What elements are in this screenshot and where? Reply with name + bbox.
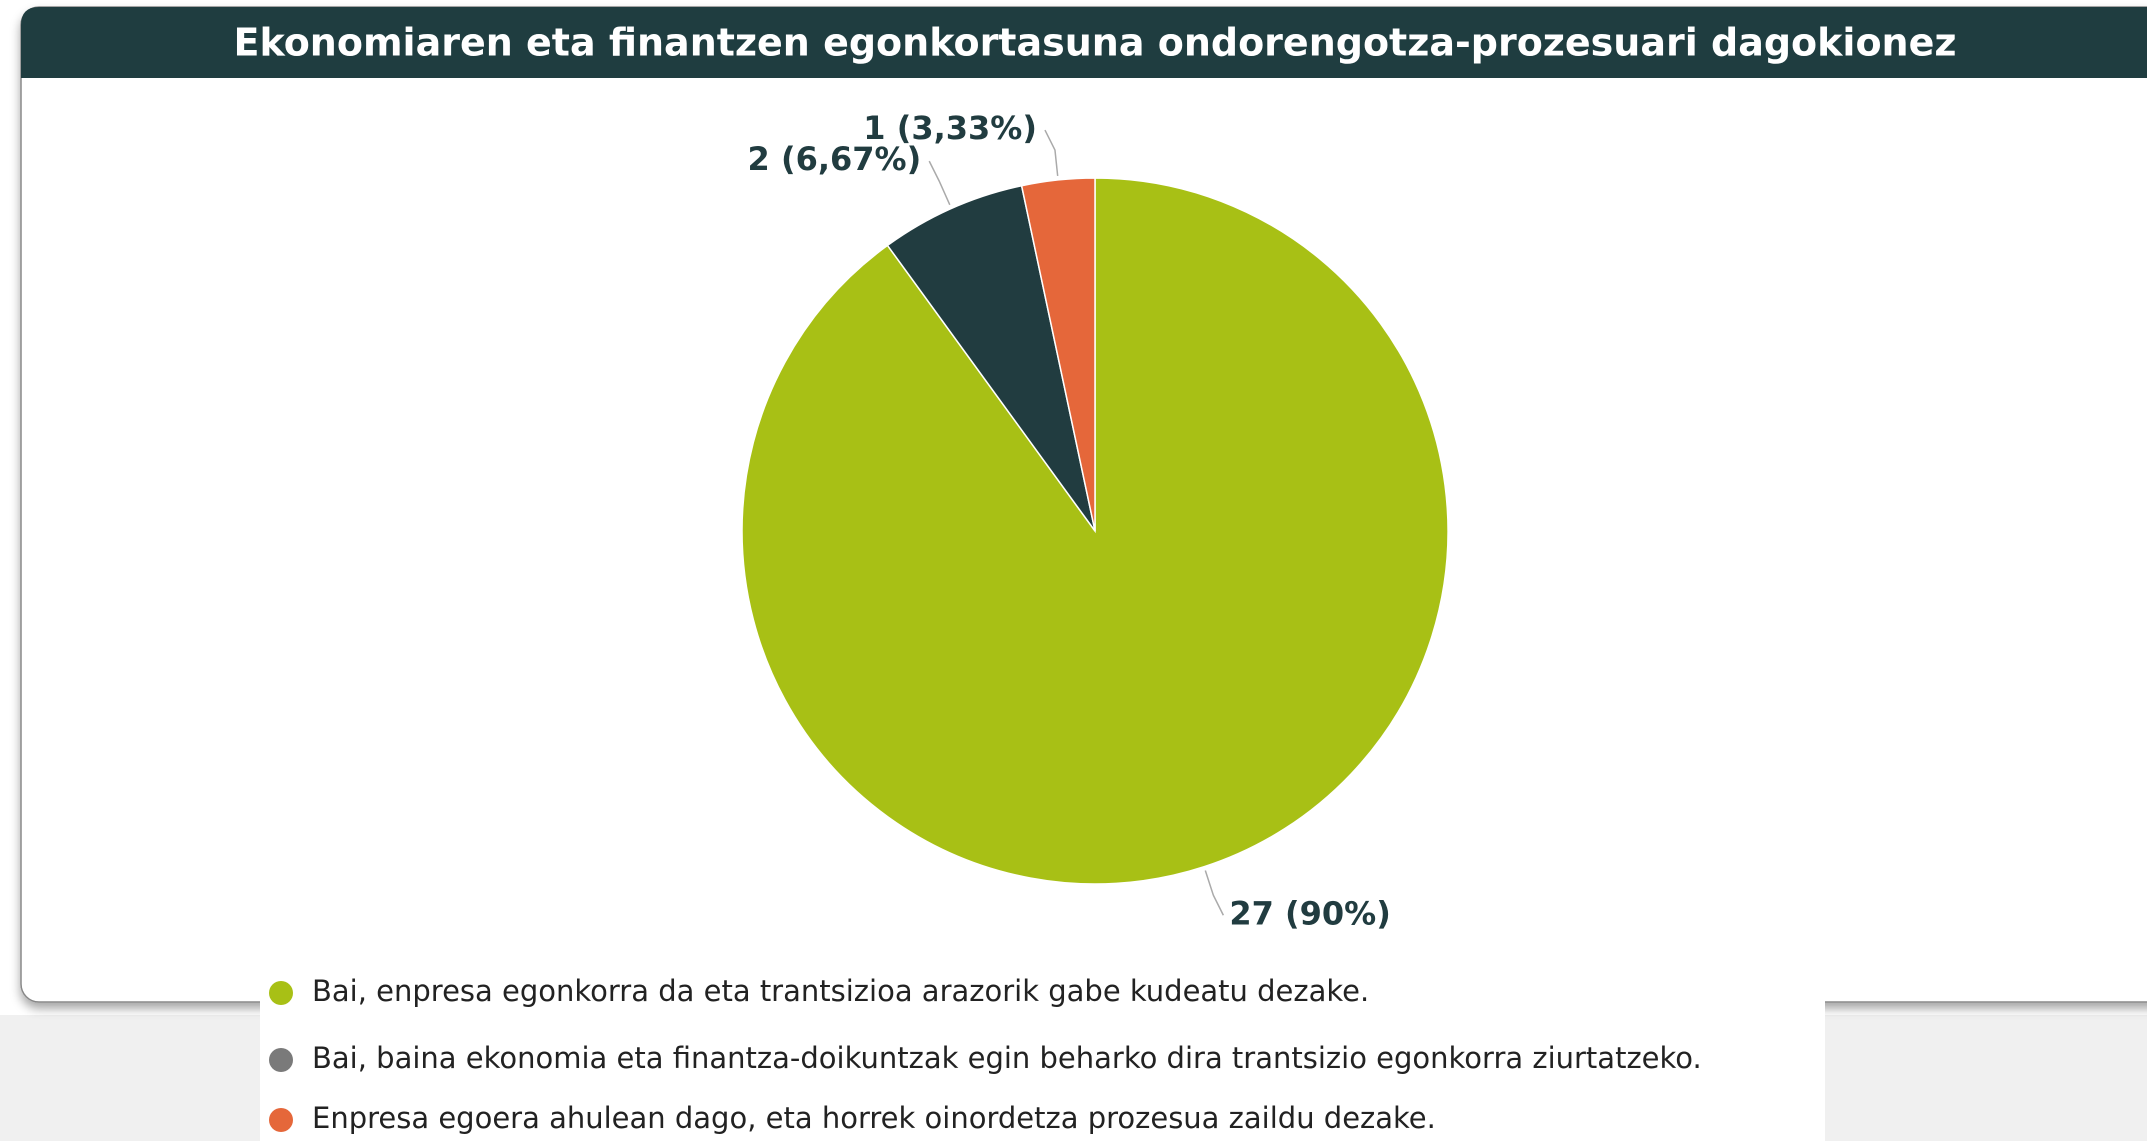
legend: Bai, enpresa egonkorra da eta trantsizio… xyxy=(269,974,1702,1135)
legend-marker xyxy=(269,981,293,1005)
leader-line xyxy=(928,160,951,206)
legend-label: Bai, baina ekonomia eta finantza-doikunt… xyxy=(312,1041,1702,1075)
pie: 27 (90%) 2 (6,67%)1 (3,33%) xyxy=(741,109,1449,932)
data-label: 27 (90%) xyxy=(1229,894,1391,932)
pie-slice xyxy=(1020,177,1096,532)
legend-label: Enpresa egoera ahulean dago, eta horrek … xyxy=(312,1101,1436,1135)
header-bar xyxy=(21,7,2147,78)
data-label: 1 (3,33%) xyxy=(863,109,1037,147)
legend-marker xyxy=(269,1048,293,1072)
leader-line xyxy=(1204,870,1225,916)
data-label: 2 (6,67%) xyxy=(748,140,922,178)
legend-marker xyxy=(269,1108,293,1132)
chart-title: Ekonomiaren eta finantzen egonkortasuna … xyxy=(233,21,1956,65)
legend-box xyxy=(260,958,1825,1141)
leader-line xyxy=(1044,129,1059,177)
legend-label: Bai, enpresa egonkorra da eta trantsizio… xyxy=(312,974,1369,1008)
pie-slice xyxy=(886,184,1096,532)
